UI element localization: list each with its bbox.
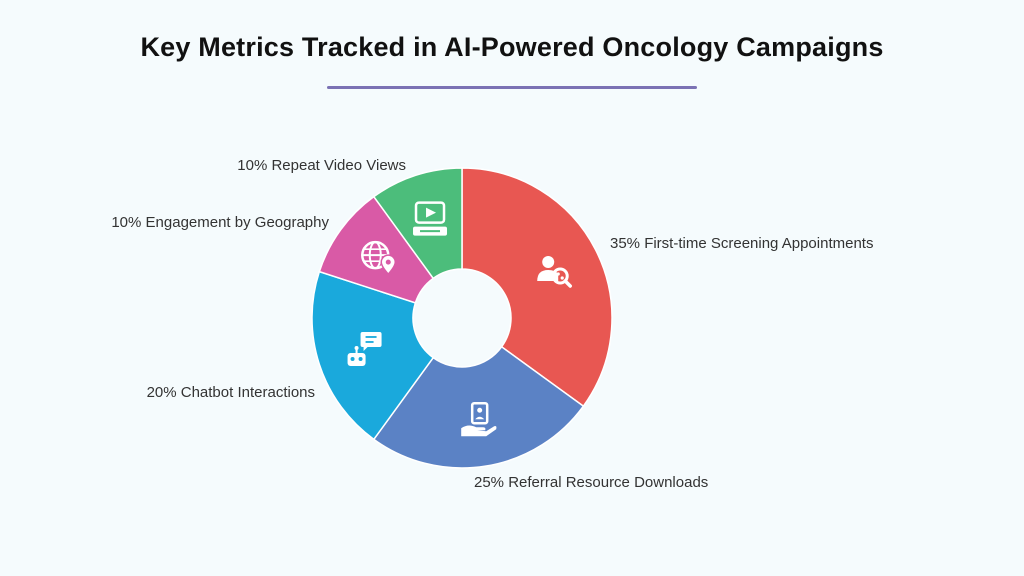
chart-title: Key Metrics Tracked in AI-Powered Oncolo… [140, 32, 884, 62]
hand-document-icon [461, 401, 497, 437]
slice-chatbot-interactions [311, 270, 435, 441]
label-chatbot-interactions: 20% Chatbot Interactions [147, 384, 315, 401]
slice-first-time-screening-appointments [461, 167, 613, 408]
chatbot-icon [347, 331, 382, 366]
video-player-icon [413, 201, 448, 236]
label-engagement-by-geography: 10% Engagement by Geography [111, 214, 329, 231]
globe-location-icon [361, 240, 397, 276]
slice-referral-resource-downloads [372, 345, 585, 469]
person-search-icon [537, 256, 572, 288]
label-first-time-screening-appointments: 35% First-time Screening Appointments [610, 235, 873, 252]
title-underline [327, 86, 697, 89]
label-referral-resource-downloads: 25% Referral Resource Downloads [474, 474, 708, 491]
label-repeat-video-views: 10% Repeat Video Views [237, 157, 406, 174]
